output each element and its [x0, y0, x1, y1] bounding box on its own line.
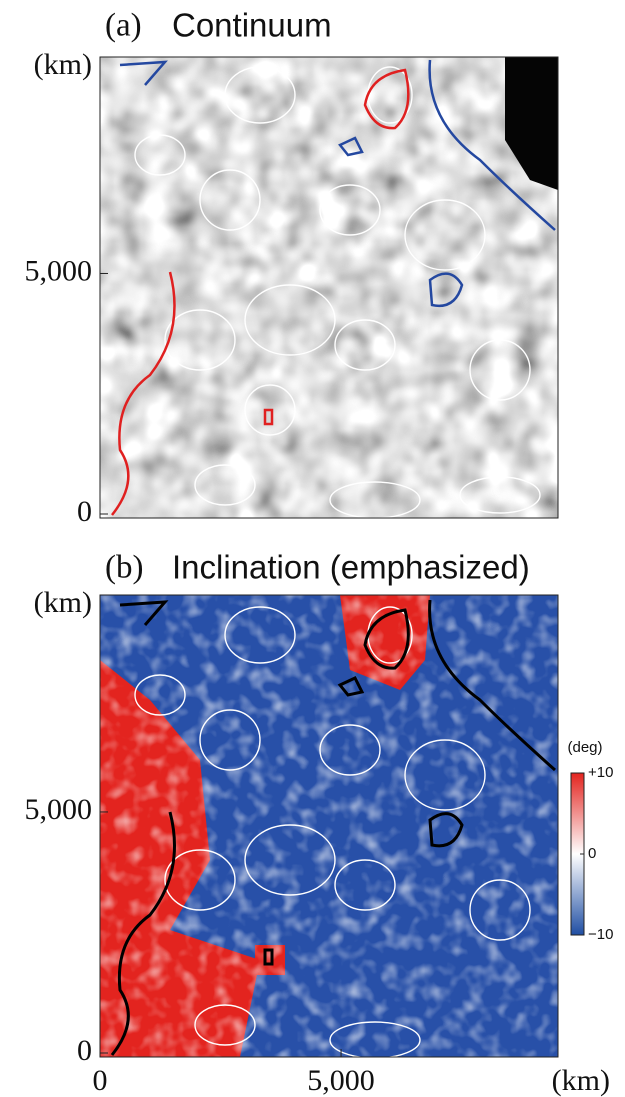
colorbar-tick-label: 0 — [588, 845, 596, 862]
x-tick-label: 0 — [93, 1064, 108, 1097]
x-axis-label: (km) — [552, 1064, 610, 1097]
colorbar-label: (deg) — [567, 739, 602, 756]
y-tick-label: 0 — [77, 1034, 92, 1067]
y-tick-label: 5,000 — [25, 793, 93, 826]
y-tick-label: 5,000 — [25, 254, 93, 287]
colorbar-tick-label: −10 — [588, 926, 613, 943]
panel-label: (b) — [105, 550, 143, 586]
x-tick-label: 5,000 — [307, 1064, 375, 1097]
y-tick-label: 0 — [77, 495, 92, 528]
panel-title: Inclination (emphasized) — [172, 549, 530, 586]
panel-label: (a) — [105, 8, 142, 44]
y-axis-label: (km) — [34, 586, 92, 619]
figure: (a) Continuum (km) 0 5,000 (b) Inclination (em… — [0, 0, 625, 1097]
panel-title: Continuum — [172, 7, 332, 44]
continuum-image — [100, 57, 558, 518]
y-axis-label: (km) — [34, 48, 92, 81]
inclination-image — [100, 595, 558, 1058]
colorbar-tick-label: +10 — [588, 764, 613, 781]
